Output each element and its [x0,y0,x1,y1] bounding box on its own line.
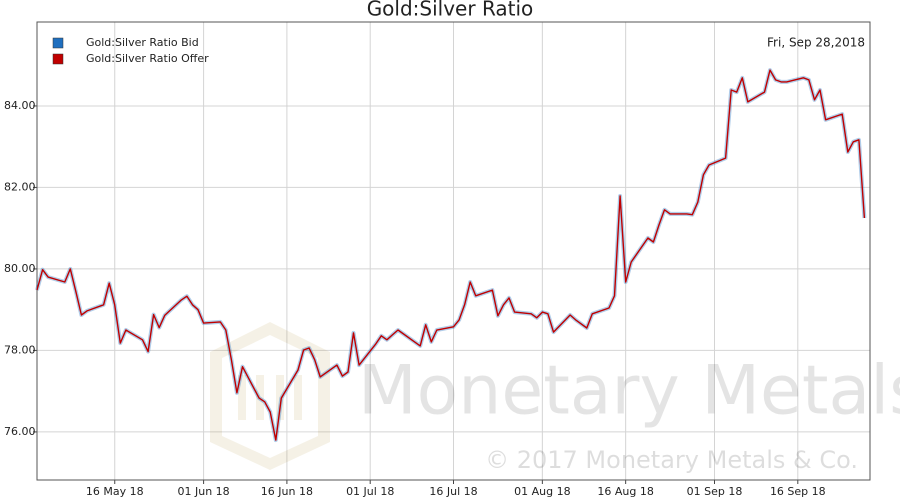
x-tick-label: 16 May 18 [86,485,144,498]
copyright: © 2017 Monetary Metals & Co. [485,446,858,474]
series-line [36,69,866,441]
x-tick-label: 16 Jul 18 [429,485,477,498]
legend-label: Gold:Silver Ratio Bid [86,36,199,49]
y-tick-label: 84.00 [4,99,36,112]
x-tick-label: 01 Aug 18 [514,485,570,498]
x-tick-label: 01 Jun 18 [178,485,230,498]
legend-swatch [52,53,64,65]
x-tick-label: 16 Jun 18 [261,485,313,498]
grid [37,22,870,480]
date-annotation: Fri, Sep 28,2018 [767,36,865,50]
y-tick-label: 76.00 [4,425,36,438]
x-tick-label: 01 Sep 18 [687,485,743,498]
x-tick-label: 16 Sep 18 [770,485,826,498]
y-tick-label: 82.00 [4,180,36,193]
y-tick-label: 78.00 [4,343,36,356]
x-tick-label: 16 Aug 18 [597,485,653,498]
x-tick-label: 01 Jul 18 [346,485,394,498]
legend-swatch [52,37,64,49]
plot-frame [36,21,871,481]
watermark-logo [210,322,330,470]
watermark: Monetary Metals [358,352,900,431]
chart-title: Gold:Silver Ratio [367,0,534,21]
y-tick-label: 80.00 [4,262,36,275]
legend-label: Gold:Silver Ratio Offer [86,52,209,65]
